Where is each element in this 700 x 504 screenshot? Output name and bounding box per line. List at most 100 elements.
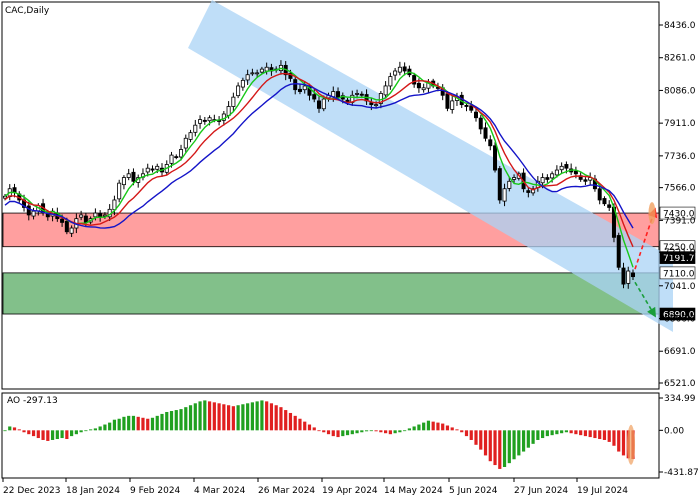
x-tick-label: 27 Jun 2024 [514, 486, 568, 496]
ao-bar [284, 410, 288, 431]
candle-up [183, 137, 188, 149]
candle-up [507, 180, 512, 189]
candle-down [583, 179, 588, 182]
ao-bar [60, 430, 64, 439]
price-marker-highlight [648, 202, 656, 225]
candle-up [245, 74, 250, 81]
candle-up [554, 169, 559, 176]
ao-bar [345, 430, 350, 436]
ao-bar [526, 430, 530, 448]
ao-bar [322, 430, 326, 433]
candle-up [3, 195, 8, 199]
ao-bar [445, 425, 450, 431]
ao-bar [583, 430, 588, 437]
ao-bar [507, 430, 511, 464]
ao-bar [136, 416, 140, 431]
candle-down [435, 87, 440, 89]
ao-bar [379, 430, 383, 433]
ao-bar [388, 430, 392, 435]
x-tick-label: 4 Mar 2024 [194, 486, 246, 496]
candle-up [121, 177, 126, 186]
ao-bar [493, 430, 497, 466]
ao-bar [550, 430, 554, 436]
price-level-label: 7110.0 [663, 269, 695, 279]
ao-bar [217, 403, 221, 431]
candle-up [31, 210, 36, 217]
ao-pane-frame [1, 392, 660, 479]
candle-up [250, 72, 255, 75]
ao-bar [265, 401, 269, 431]
candle-up [236, 85, 241, 97]
x-tick-label: 19 Jul 2024 [577, 486, 628, 496]
ao-bar [227, 405, 231, 431]
candle-up [512, 177, 517, 180]
ao-bar [474, 430, 478, 445]
x-tick-label: 22 Dec 2023 [3, 486, 61, 496]
ao-bar [198, 401, 202, 431]
ao-bar [150, 417, 155, 431]
ao-bar [279, 407, 283, 431]
candle-down [464, 104, 469, 107]
candle-up [393, 70, 398, 76]
ao-bar [303, 421, 307, 431]
ao-bar [260, 400, 264, 431]
candle-down [83, 215, 88, 223]
ao-bar [212, 402, 216, 431]
candle-down [316, 100, 321, 109]
candle-down [573, 170, 578, 175]
candle-down [526, 190, 531, 193]
candle-down [369, 102, 374, 106]
moving-average-line [4, 72, 634, 248]
ao-bar [341, 430, 345, 437]
y-tick-label: 6691.0 [664, 347, 696, 357]
candle-up [264, 66, 269, 72]
ao-bar [174, 410, 178, 431]
ao-bar [536, 430, 540, 440]
ao-bar [469, 430, 473, 440]
descending-channel [188, 0, 673, 332]
ao-bar [103, 424, 107, 431]
ao-bar [555, 430, 559, 435]
ao-bar [460, 430, 464, 433]
candle-down [631, 272, 636, 278]
ao-bar [31, 430, 36, 437]
ao-bar [307, 424, 312, 431]
candle-down [545, 177, 550, 180]
x-tick-label: 26 Mar 2024 [258, 486, 315, 496]
ao-bar [127, 415, 131, 431]
ao-bar [450, 427, 454, 431]
ao-bar [207, 401, 212, 431]
ao-bar [50, 430, 55, 440]
ao-bar [246, 403, 250, 431]
candle-down [497, 168, 502, 201]
ao-bar [598, 430, 602, 440]
candle-up [240, 79, 245, 88]
ao-bar [560, 430, 564, 434]
ao-bar [317, 430, 321, 432]
candle-down [469, 105, 474, 111]
candle-down [602, 198, 607, 205]
ao-bar [593, 430, 597, 439]
ao-bar [193, 403, 197, 431]
ao-bar [160, 413, 164, 431]
price-level-label: 7250.0 [663, 243, 695, 253]
ao-bar [621, 430, 626, 456]
candle-down [202, 119, 207, 122]
candle-down [478, 117, 483, 130]
ao-bar [355, 430, 359, 434]
ao-bar [131, 415, 136, 431]
y-tick-label: 7736.0 [664, 152, 696, 162]
ao-bar [498, 430, 502, 469]
ao-bar [79, 430, 83, 433]
ao-bar [236, 405, 240, 431]
ao-bar [89, 429, 93, 431]
ao-bar [374, 430, 378, 432]
candle-down [488, 139, 493, 147]
candle-down [483, 127, 488, 139]
y-tick-label: 8261.0 [664, 54, 696, 64]
ao-bar [579, 430, 583, 436]
candle-down [493, 145, 498, 171]
ao-bar [360, 430, 364, 433]
ao-bar [398, 430, 402, 433]
